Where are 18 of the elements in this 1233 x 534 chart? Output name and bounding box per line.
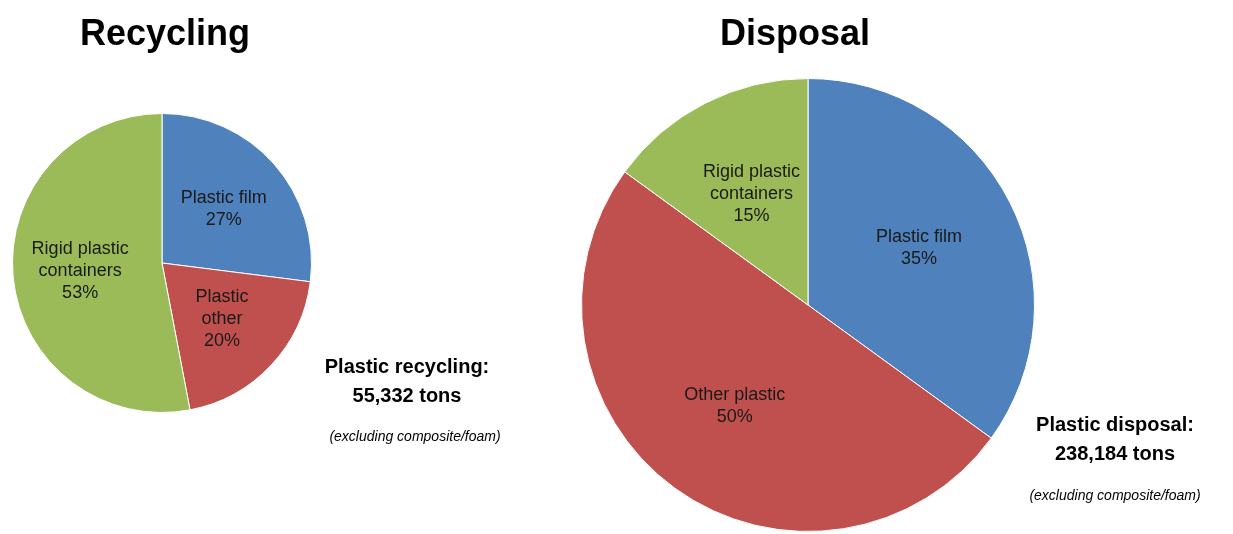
text: (excluding composite/foam) [1028, 487, 1202, 503]
data-label: 20% [203, 330, 240, 351]
data-label: 50% [716, 405, 753, 426]
slice-label: Plastic film [180, 186, 267, 207]
slice-label: Plastic film [875, 226, 962, 247]
slice-label: Rigid plastic containers [31, 237, 129, 280]
slice-label: Other plastic [684, 383, 786, 404]
text: Plastic recycling: 55,332 tons [323, 354, 491, 408]
text: (excluding composite/foam) [328, 428, 502, 444]
data-label: 27% [205, 208, 242, 229]
slice-label: Rigid plastic containers [702, 160, 800, 203]
data-label: 15% [733, 204, 770, 225]
text: Plastic disposal: 238,184 tons [1035, 412, 1195, 466]
data-label: 53% [62, 281, 99, 302]
data-label: 35% [900, 248, 938, 269]
slice-label: Plastic other [195, 286, 249, 329]
chart-title: Recycling [78, 12, 252, 54]
chart-title: Disposal [718, 12, 871, 54]
